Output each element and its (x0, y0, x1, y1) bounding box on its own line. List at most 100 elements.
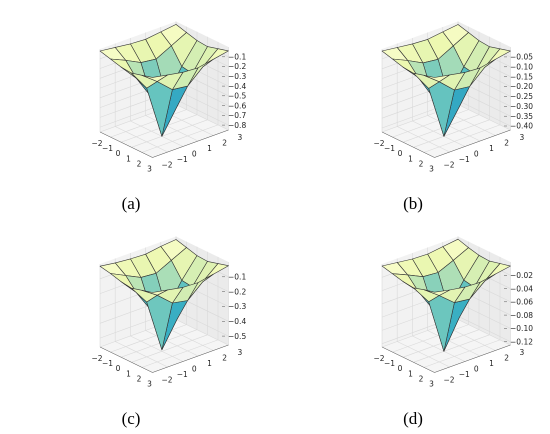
y-axis-line (152, 129, 229, 158)
x-axis-line (99, 346, 153, 373)
wall-grid-line (457, 90, 511, 117)
x-tick-label: −2 (373, 354, 384, 363)
x-tick-label: −1 (384, 144, 395, 153)
z-tick-label: −0.2 (228, 62, 246, 71)
z-tick-label: −0.2 (228, 287, 246, 296)
floor-grid-line (131, 334, 208, 363)
y-tick-label: 0 (474, 150, 479, 159)
floor-grid-line (120, 114, 198, 143)
y-tick-label: −1 (177, 155, 188, 164)
surface-facet (423, 289, 450, 296)
floor-grid-line (131, 119, 208, 148)
floor-grid-line (423, 124, 501, 153)
x-axis-line (99, 131, 153, 158)
floor-grid-line (141, 339, 219, 368)
floor-grid-line (175, 104, 229, 131)
z-tick-label: −0.8 (228, 121, 246, 130)
x-axis-line (381, 346, 435, 373)
y-tick-label: 0 (192, 365, 197, 374)
floor-grid-line (115, 341, 168, 368)
x-tick-label: −2 (91, 139, 102, 148)
floor-grid-line (427, 115, 481, 142)
z-tick-label: −0.04 (510, 284, 533, 293)
floor-grid-line (413, 119, 490, 148)
floor-grid-line (402, 329, 480, 358)
x-tick-label: 2 (419, 159, 424, 168)
y-tick-label: 2 (504, 139, 509, 148)
y-tick-label: 1 (207, 144, 212, 153)
wall-grid-line (175, 89, 229, 116)
panel-caption: (c) (122, 409, 141, 428)
floor-grid-line (412, 335, 466, 362)
wall-grid-line (175, 310, 229, 337)
x-tick-label: 3 (429, 165, 434, 174)
floor-grid-line (175, 319, 229, 346)
x-tick-label: 2 (137, 374, 142, 383)
z-tick-label: −0.10 (510, 63, 533, 72)
x-tick-label: −1 (384, 359, 395, 368)
y-tick-label: 3 (520, 348, 525, 357)
panel-caption: (d) (403, 409, 423, 428)
z-tick-label: −0.4 (228, 317, 246, 326)
x-tick-label: −2 (373, 139, 384, 148)
z-tick-label: −0.25 (510, 92, 533, 101)
y-tick-label: 3 (238, 348, 243, 357)
surface-facet (141, 289, 168, 296)
wall-grid-line (175, 99, 229, 126)
floor-grid-line (412, 120, 466, 147)
floor-grid-line (423, 339, 501, 368)
z-tick-label: −0.35 (510, 112, 533, 121)
pane-floor (100, 319, 229, 373)
y-tick-label: −2 (162, 376, 173, 385)
x-tick-label: 3 (147, 165, 152, 174)
floor-grid-line (397, 126, 450, 153)
y-axis-line (434, 129, 511, 158)
y-tick-label: −1 (177, 370, 188, 379)
z-tick-label: −0.10 (510, 324, 533, 333)
y-tick-label: 0 (192, 150, 197, 159)
y-tick-label: 1 (207, 359, 212, 368)
x-tick-label: 0 (116, 149, 121, 158)
x-tick-label: −2 (91, 354, 102, 363)
floor-grid-line (120, 329, 198, 358)
z-tick-label: −0.20 (510, 82, 533, 91)
floor-grid-line (397, 341, 450, 368)
z-tick-label: −0.6 (228, 101, 246, 110)
x-tick-label: 0 (116, 364, 121, 373)
floor-grid-line (141, 124, 219, 153)
z-tick-label: −0.08 (510, 311, 533, 320)
surface-facet (423, 74, 450, 82)
floor-grid-line (402, 114, 480, 143)
z-tick-label: −0.7 (228, 111, 246, 120)
y-tick-label: −2 (162, 161, 173, 170)
floor-grid-line (110, 324, 187, 353)
floor-grid-line (457, 104, 511, 131)
floor-grid-line (392, 109, 469, 138)
x-tick-label: 1 (408, 154, 413, 163)
z-tick-label: −0.15 (510, 72, 533, 81)
y-tick-label: 2 (222, 139, 227, 148)
floor-grid-line (110, 109, 187, 138)
y-tick-label: −1 (459, 155, 470, 164)
z-tick-label: −0.12 (510, 337, 533, 346)
panel-caption: (b) (403, 194, 423, 213)
y-tick-label: 0 (474, 365, 479, 374)
floor-grid-line (130, 335, 184, 362)
floor-grid-line (392, 324, 469, 353)
z-tick-label: −0.40 (510, 122, 533, 131)
x-tick-label: 1 (408, 369, 413, 378)
floor-grid-line (145, 115, 199, 142)
x-tick-label: 1 (126, 154, 131, 163)
x-tick-label: 3 (147, 380, 152, 389)
z-tick-label: −0.06 (510, 298, 533, 307)
wall-grid-line (457, 302, 511, 329)
y-tick-label: −1 (459, 370, 470, 379)
x-tick-label: 3 (429, 380, 434, 389)
wall-grid-line (457, 315, 511, 342)
y-axis-line (434, 344, 511, 373)
panel-caption: (a) (122, 194, 141, 213)
